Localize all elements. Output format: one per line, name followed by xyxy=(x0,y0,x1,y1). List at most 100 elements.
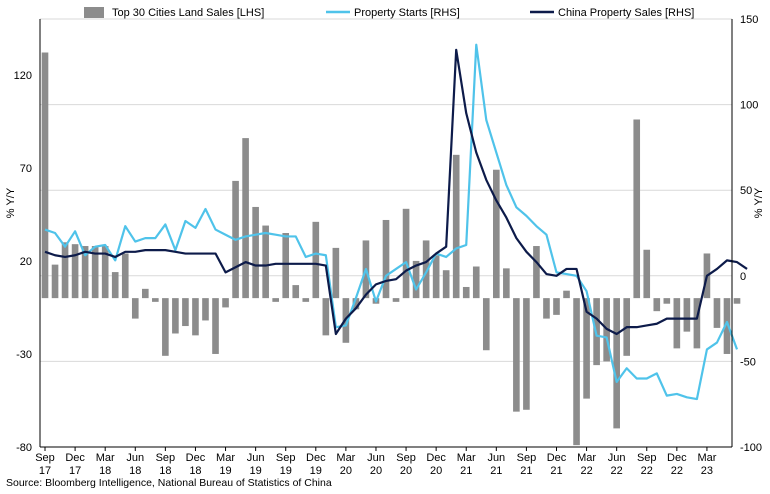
x-tick-label-month: Dec xyxy=(65,452,85,464)
land-sales-bar xyxy=(613,298,620,429)
land-sales-bar xyxy=(312,221,320,299)
x-tick-label-year: 21 xyxy=(520,465,532,477)
land-sales-bar xyxy=(442,270,450,299)
land-sales-bar xyxy=(533,246,540,299)
land-sales-bar xyxy=(162,298,169,356)
land-sales-bar xyxy=(252,206,259,299)
x-tick-label-year: 23 xyxy=(701,465,713,477)
x-tick-label-year: 20 xyxy=(370,465,382,477)
property-starts-line xyxy=(44,43,739,401)
land-sales-bar xyxy=(643,249,651,299)
x-tick-label-month: Mar xyxy=(216,452,235,464)
x-tick-label-year: 20 xyxy=(340,465,352,477)
right-tick-label: -50 xyxy=(740,356,756,368)
land-sales-bar xyxy=(462,286,470,299)
land-sales-bar xyxy=(583,298,590,399)
land-sales-bar xyxy=(673,298,681,349)
x-tick-label-month: Sep xyxy=(276,452,296,464)
right-tick-label: 50 xyxy=(740,185,752,197)
x-tick-label-year: 21 xyxy=(550,465,562,477)
left-axis-title: % Y/Y xyxy=(5,187,17,218)
land-sales-bar xyxy=(713,298,721,328)
x-tick-label-year: 18 xyxy=(99,465,111,477)
axes: -80 -30 20 70 120 -100 -50 0 50 100 150 % Y/Y % Y/Y S… xyxy=(5,14,765,477)
land-sales-bar xyxy=(111,272,119,299)
land-sales-bar xyxy=(121,253,129,299)
china-property-sales-line xyxy=(44,48,748,336)
land-sales-bar xyxy=(693,298,701,349)
land-sales-bar xyxy=(452,154,460,299)
land-sales-bar xyxy=(352,298,360,310)
left-tick-label: 20 xyxy=(20,256,32,268)
left-tick-label: 70 xyxy=(20,163,32,175)
land-sales-bar xyxy=(472,266,480,299)
land-sales-bar xyxy=(292,285,300,299)
land-sales-bar xyxy=(633,119,641,299)
right-tick-label: 100 xyxy=(740,100,758,112)
land-sales-bar xyxy=(212,298,219,354)
x-tick-label-month: Sep xyxy=(156,452,176,464)
legend-label: Property Starts [RHS] xyxy=(354,7,460,19)
land-sales-bar xyxy=(382,219,390,299)
x-tick-label-month: Sep xyxy=(637,452,657,464)
land-sales-bar xyxy=(543,298,550,319)
land-sales-bar xyxy=(131,298,139,319)
x-tick-label-year: 18 xyxy=(189,465,201,477)
land-sales-bar xyxy=(733,298,741,304)
land-sales-bar xyxy=(302,298,310,302)
land-sales-bar xyxy=(663,298,671,304)
land-sales-bar xyxy=(503,268,510,299)
x-tick-label-year: 19 xyxy=(249,465,261,477)
land-sales-bar xyxy=(141,288,149,299)
right-axis-title: % Y/Y xyxy=(753,187,765,218)
source-note: Source: Bloomberg Intelligence, National… xyxy=(6,477,332,489)
x-tick-label-year: 21 xyxy=(460,465,472,477)
land-sales-bar xyxy=(553,298,560,315)
right-tick-label: 0 xyxy=(740,271,746,283)
land-sales-bars xyxy=(41,52,741,446)
land-sales-bar xyxy=(392,298,400,302)
land-sales-bar xyxy=(723,298,731,354)
x-tick-label-month: Dec xyxy=(426,452,446,464)
land-sales-bar xyxy=(61,242,69,299)
land-sales-bar xyxy=(282,233,290,299)
x-tick-label-month: Jun xyxy=(487,452,505,464)
land-sales-bar xyxy=(242,138,249,299)
land-sales-bar xyxy=(222,298,229,308)
land-sales-bar xyxy=(172,298,179,334)
x-tick-label-year: 22 xyxy=(671,465,683,477)
x-tick-label-year: 19 xyxy=(219,465,231,477)
x-tick-label-month: Mar xyxy=(577,452,596,464)
left-tick-label: -80 xyxy=(16,442,32,454)
land-sales-bar xyxy=(192,298,199,336)
land-sales-bar xyxy=(422,240,430,299)
land-sales-bar xyxy=(262,225,269,299)
left-tick-label: 120 xyxy=(14,70,32,82)
x-tick-label-year: 22 xyxy=(580,465,592,477)
legend-swatch-bar xyxy=(84,7,104,18)
x-tick-label-year: 21 xyxy=(490,465,502,477)
land-sales-bar xyxy=(322,298,330,336)
land-sales-bar xyxy=(563,290,570,299)
land-sales-bar xyxy=(573,298,580,446)
land-sales-bar xyxy=(513,298,520,412)
legend-label: China Property Sales [RHS] xyxy=(558,7,694,19)
x-tick-label-month: Dec xyxy=(667,452,687,464)
land-sales-bar xyxy=(482,298,490,351)
x-tick-label-month: Sep xyxy=(396,452,416,464)
line-series xyxy=(44,43,748,401)
x-tick-label-month: Mar xyxy=(457,452,476,464)
x-tick-label-month: Dec xyxy=(306,452,326,464)
land-sales-bar xyxy=(51,264,59,299)
x-tick-label-month: Dec xyxy=(547,452,567,464)
land-sales-bar xyxy=(71,244,79,299)
land-sales-bar xyxy=(41,52,49,299)
land-sales-bar xyxy=(101,246,109,299)
x-tick-label-year: 20 xyxy=(430,465,442,477)
land-sales-bar xyxy=(152,298,159,302)
land-sales-bar xyxy=(493,169,500,299)
x-tick-label-year: 18 xyxy=(129,465,141,477)
legend: Top 30 Cities Land Sales [LHS] Property S… xyxy=(84,7,694,19)
land-sales-bar xyxy=(412,260,420,299)
